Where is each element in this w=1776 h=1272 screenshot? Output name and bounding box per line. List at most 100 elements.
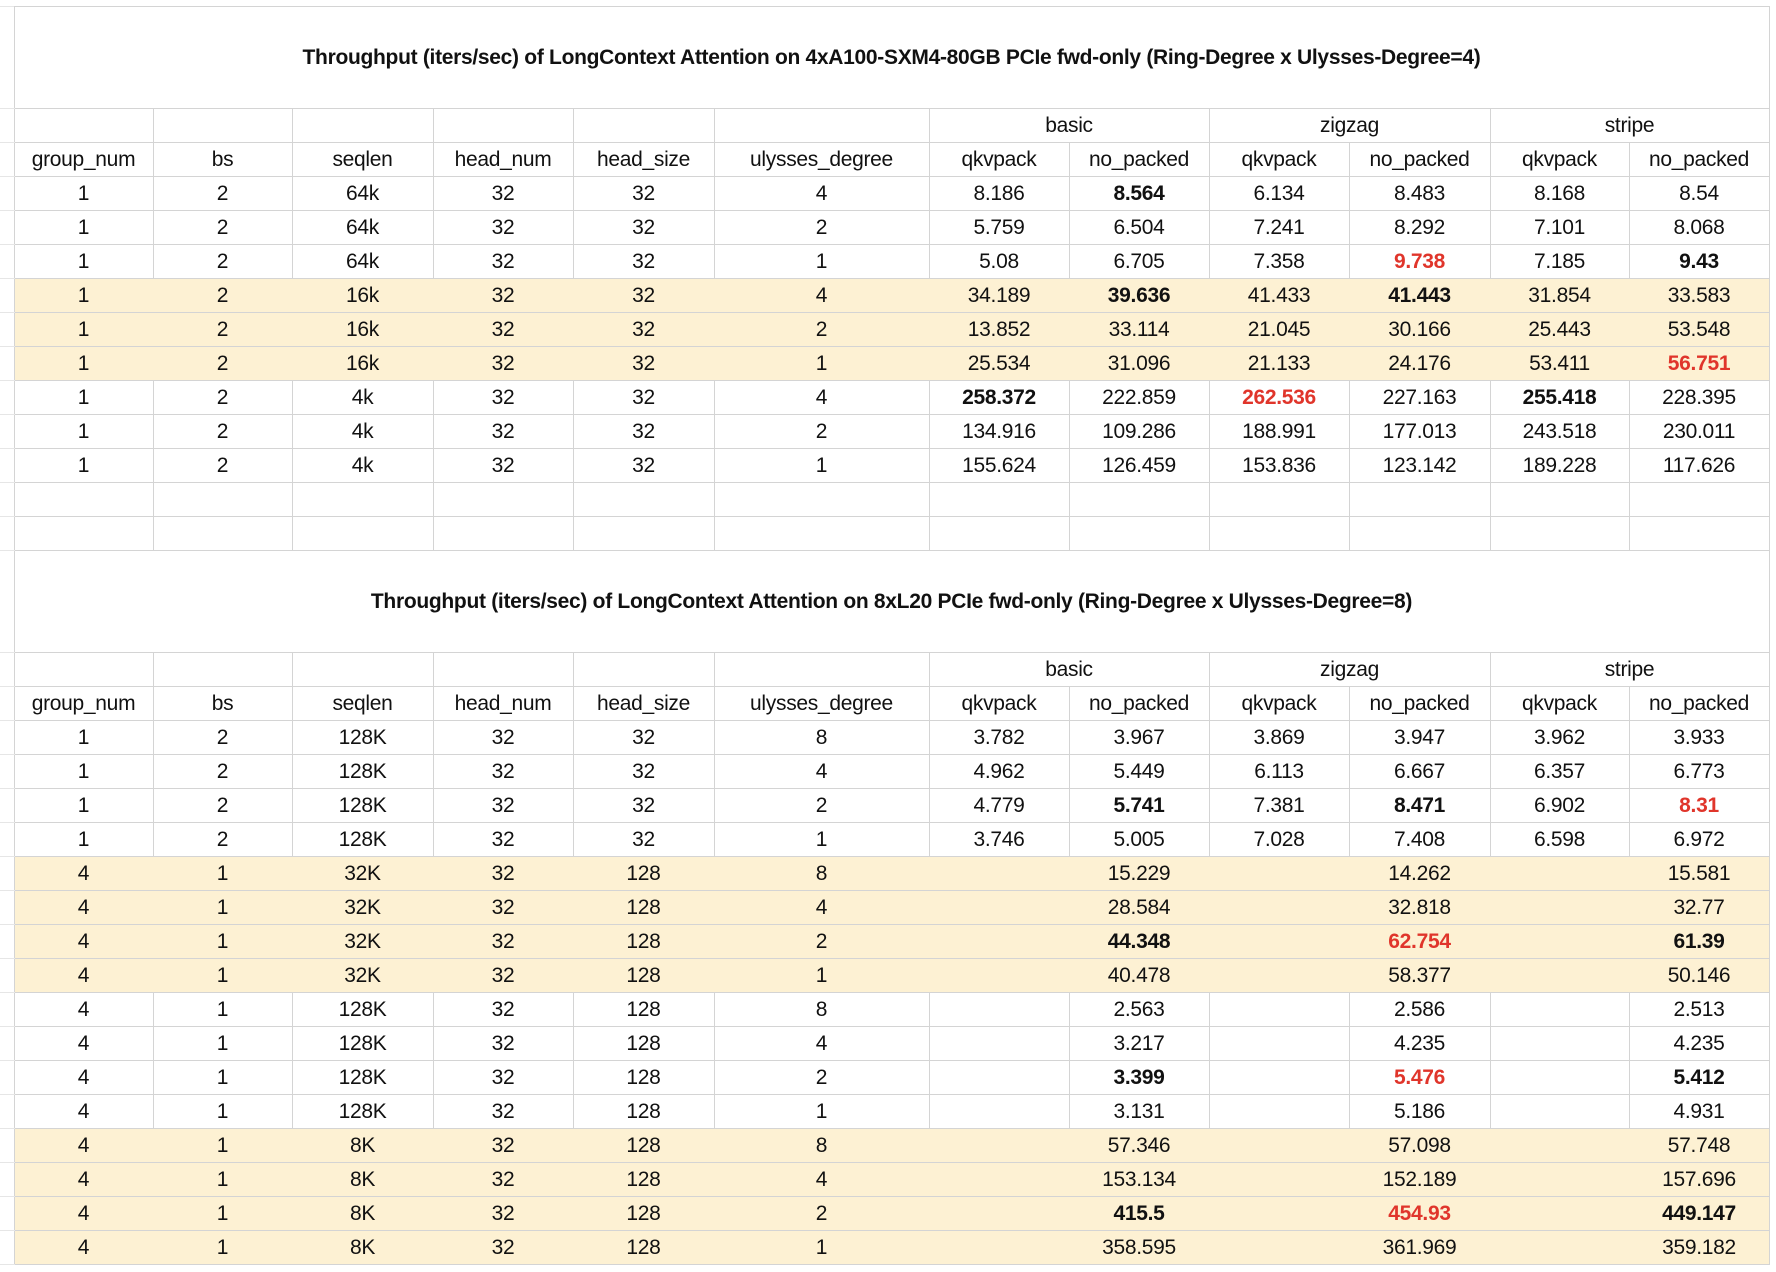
param-cell-head_size[interactable]: 32 (572, 720, 715, 755)
param-cell-ulysses_degree[interactable]: 1 (713, 958, 930, 993)
result-cell-no_packed[interactable]: 5.005 (1068, 822, 1210, 857)
result-cell-qkvpack[interactable] (1489, 1162, 1630, 1197)
result-cell-qkvpack[interactable] (928, 1094, 1070, 1129)
param-cell-ulysses_degree[interactable]: 4 (713, 176, 930, 211)
result-cell-no_packed[interactable]: 4.235 (1628, 1026, 1770, 1061)
result-cell-no_packed[interactable]: 3.217 (1068, 1026, 1210, 1061)
param-cell-group_num[interactable]: 4 (13, 924, 154, 959)
result-cell-no_packed[interactable]: 4.931 (1628, 1094, 1770, 1129)
result-cell-no_packed[interactable]: 6.972 (1628, 822, 1770, 857)
result-cell-qkvpack[interactable]: 134.916 (928, 414, 1070, 449)
result-cell-no_packed[interactable]: 6.705 (1068, 244, 1210, 279)
param-cell-seqlen[interactable]: 4k (291, 448, 434, 483)
param-cell-seqlen[interactable]: 4k (291, 380, 434, 415)
param-cell-bs[interactable]: 1 (152, 1196, 293, 1231)
param-cell-seqlen[interactable]: 32K (291, 924, 434, 959)
empty-cell[interactable] (1628, 482, 1770, 517)
result-cell-qkvpack[interactable]: 7.241 (1208, 210, 1350, 245)
empty-cell[interactable] (1628, 516, 1770, 551)
result-cell-no_packed[interactable]: 56.751 (1628, 346, 1770, 381)
param-cell-seqlen[interactable]: 128K (291, 1060, 434, 1095)
result-cell-qkvpack[interactable] (1489, 1026, 1630, 1061)
result-cell-qkvpack[interactable] (928, 1026, 1070, 1061)
param-cell-group_num[interactable]: 4 (13, 958, 154, 993)
result-cell-no_packed[interactable]: 8.31 (1628, 788, 1770, 823)
result-cell-no_packed[interactable]: 2.586 (1348, 992, 1491, 1027)
param-cell-seqlen[interactable]: 64k (291, 244, 434, 279)
param-cell-head_size[interactable]: 32 (572, 312, 715, 347)
param-cell-ulysses_degree[interactable]: 1 (713, 244, 930, 279)
result-cell-no_packed[interactable]: 8.483 (1348, 176, 1491, 211)
param-cell-seqlen[interactable]: 32K (291, 890, 434, 925)
param-cell-bs[interactable]: 1 (152, 1128, 293, 1163)
result-cell-no_packed[interactable]: 57.346 (1068, 1128, 1210, 1163)
param-cell-head_num[interactable]: 32 (432, 312, 574, 347)
result-cell-no_packed[interactable]: 58.377 (1348, 958, 1491, 993)
param-cell-ulysses_degree[interactable]: 4 (713, 278, 930, 313)
result-cell-qkvpack[interactable] (1208, 856, 1350, 891)
result-cell-qkvpack[interactable]: 243.518 (1489, 414, 1630, 449)
result-cell-no_packed[interactable]: 227.163 (1348, 380, 1491, 415)
empty-cell[interactable] (13, 482, 154, 517)
result-cell-no_packed[interactable]: 8.54 (1628, 176, 1770, 211)
result-cell-qkvpack[interactable]: 258.372 (928, 380, 1070, 415)
empty-cell[interactable] (152, 652, 293, 687)
result-cell-qkvpack[interactable]: 21.133 (1208, 346, 1350, 381)
empty-cell[interactable] (432, 108, 574, 143)
param-cell-group_num[interactable]: 4 (13, 890, 154, 925)
param-cell-group_num[interactable]: 1 (13, 244, 154, 279)
result-cell-qkvpack[interactable] (1489, 1060, 1630, 1095)
empty-cell[interactable] (152, 108, 293, 143)
param-cell-ulysses_degree[interactable]: 1 (713, 1230, 930, 1265)
param-cell-bs[interactable]: 1 (152, 924, 293, 959)
empty-cell[interactable] (1489, 482, 1630, 517)
param-cell-group_num[interactable]: 1 (13, 278, 154, 313)
param-cell-ulysses_degree[interactable]: 2 (713, 1196, 930, 1231)
param-cell-head_num[interactable]: 32 (432, 890, 574, 925)
result-cell-no_packed[interactable]: 126.459 (1068, 448, 1210, 483)
param-cell-ulysses_degree[interactable]: 4 (713, 754, 930, 789)
result-cell-no_packed[interactable]: 8.564 (1068, 176, 1210, 211)
param-cell-seqlen[interactable]: 32K (291, 856, 434, 891)
result-cell-qkvpack[interactable] (1208, 924, 1350, 959)
param-cell-group_num[interactable]: 4 (13, 1026, 154, 1061)
result-cell-no_packed[interactable]: 8.068 (1628, 210, 1770, 245)
param-cell-head_num[interactable]: 32 (432, 278, 574, 313)
param-cell-head_num[interactable]: 32 (432, 856, 574, 891)
result-cell-no_packed[interactable]: 361.969 (1348, 1230, 1491, 1265)
param-cell-ulysses_degree[interactable]: 2 (713, 924, 930, 959)
result-cell-no_packed[interactable]: 9.43 (1628, 244, 1770, 279)
result-cell-qkvpack[interactable] (928, 1128, 1070, 1163)
param-cell-head_num[interactable]: 32 (432, 788, 574, 823)
param-cell-group_num[interactable]: 1 (13, 414, 154, 449)
result-cell-no_packed[interactable]: 6.667 (1348, 754, 1491, 789)
result-cell-qkvpack[interactable]: 4.779 (928, 788, 1070, 823)
result-cell-no_packed[interactable]: 5.186 (1348, 1094, 1491, 1129)
param-cell-head_size[interactable]: 128 (572, 1196, 715, 1231)
param-cell-head_num[interactable]: 32 (432, 1026, 574, 1061)
empty-cell[interactable] (291, 108, 434, 143)
result-cell-no_packed[interactable]: 3.933 (1628, 720, 1770, 755)
result-cell-qkvpack[interactable]: 3.782 (928, 720, 1070, 755)
empty-cell[interactable] (291, 652, 434, 687)
param-cell-ulysses_degree[interactable]: 2 (713, 210, 930, 245)
result-cell-qkvpack[interactable] (1208, 1060, 1350, 1095)
result-cell-no_packed[interactable]: 40.478 (1068, 958, 1210, 993)
param-cell-ulysses_degree[interactable]: 1 (713, 822, 930, 857)
result-cell-no_packed[interactable]: 3.967 (1068, 720, 1210, 755)
result-cell-qkvpack[interactable]: 189.228 (1489, 448, 1630, 483)
param-cell-seqlen[interactable]: 8K (291, 1196, 434, 1231)
param-cell-head_num[interactable]: 32 (432, 1094, 574, 1129)
param-cell-bs[interactable]: 2 (152, 176, 293, 211)
result-cell-qkvpack[interactable]: 7.101 (1489, 210, 1630, 245)
param-cell-head_size[interactable]: 128 (572, 890, 715, 925)
param-cell-group_num[interactable]: 4 (13, 1230, 154, 1265)
param-cell-group_num[interactable]: 4 (13, 1196, 154, 1231)
result-cell-qkvpack[interactable] (1489, 890, 1630, 925)
empty-cell[interactable] (1068, 482, 1210, 517)
param-cell-head_size[interactable]: 32 (572, 346, 715, 381)
result-cell-qkvpack[interactable]: 5.759 (928, 210, 1070, 245)
result-cell-no_packed[interactable]: 230.011 (1628, 414, 1770, 449)
param-cell-head_num[interactable]: 32 (432, 346, 574, 381)
param-cell-head_size[interactable]: 32 (572, 244, 715, 279)
